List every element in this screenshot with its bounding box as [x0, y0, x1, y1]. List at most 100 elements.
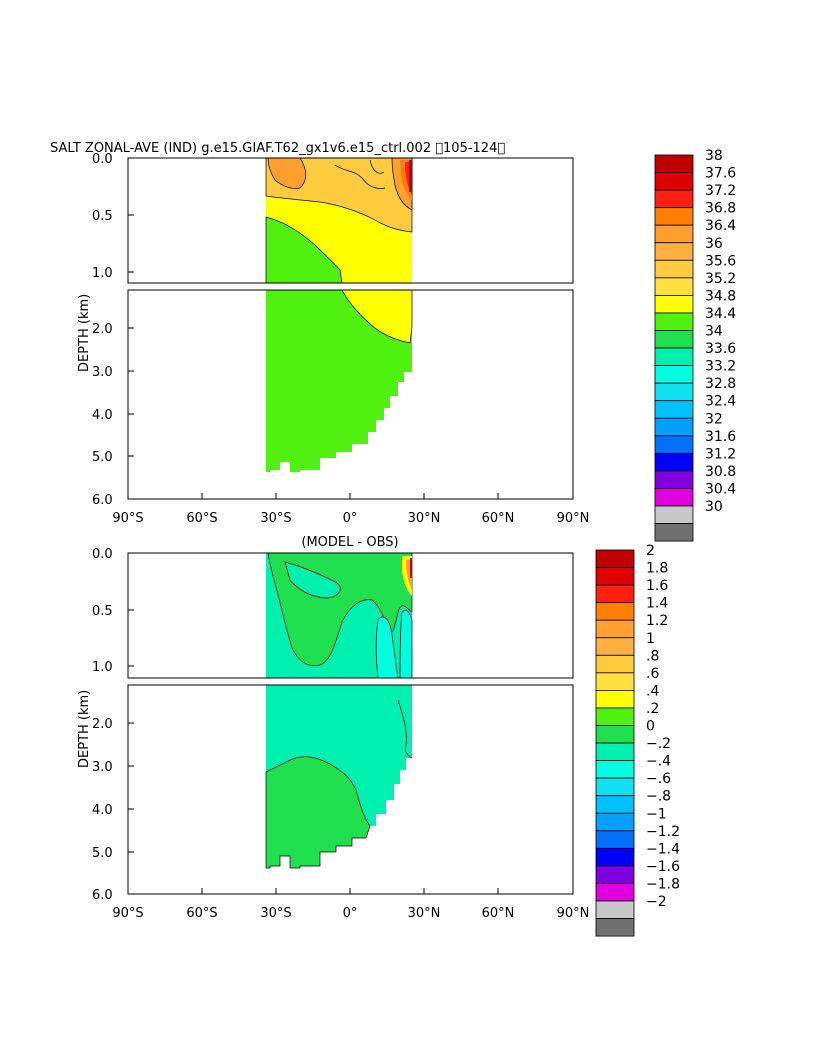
colorbar-label: 35.2: [705, 271, 736, 287]
region-green-lower: [266, 290, 412, 472]
colorbar-swatch: [595, 900, 635, 919]
x-tick-label: 0°: [343, 906, 358, 921]
y-axis-label: DEPTH (km): [77, 294, 92, 372]
x-tick-label: 30°S: [260, 511, 291, 526]
lower-section-fill: [265, 685, 413, 869]
colorbar-swatch: [654, 435, 694, 454]
chart-subtitle: (MODEL - OBS): [301, 535, 398, 550]
y-tick-label: 3.0: [92, 365, 113, 380]
colorbar-swatch: [654, 172, 694, 191]
colorbar-salt: 3837.637.236.836.43635.635.234.834.43433…: [654, 148, 736, 542]
x-tick-label: 90°S: [112, 511, 143, 526]
colorbar-swatch: [654, 400, 694, 419]
colorbar-swatch: [654, 259, 694, 279]
x-tick-label: 30°N: [408, 511, 441, 526]
y-tick-label: 0.0: [92, 152, 113, 167]
y-tick-label: 1.0: [92, 660, 113, 675]
region-bright-cyan-east: [399, 610, 413, 678]
colorbar-label: 36: [705, 236, 723, 252]
region-yellow-lower: [341, 290, 413, 344]
colorbar-swatch: [595, 654, 635, 674]
colorbar-swatch: [654, 312, 694, 331]
colorbar-swatch: [595, 777, 635, 797]
y-tick-label: 4.0: [92, 408, 113, 423]
upper-section-frame: [127, 157, 574, 284]
colorbar-swatch: [595, 742, 635, 761]
region-orange-west: [267, 158, 307, 189]
colorbar-label: 32: [705, 411, 723, 427]
y-axis-label: DEPTH (km): [77, 690, 92, 768]
y-tick-label: 1.0: [92, 266, 113, 281]
y-tick-label: 2.0: [92, 322, 113, 337]
colorbar-swatch: [595, 619, 635, 639]
region-green-deep: [265, 756, 371, 869]
colorbar-label: 34: [705, 324, 723, 340]
region-bright-cyan: [375, 616, 399, 678]
colorbar-label: 37.2: [705, 183, 736, 199]
colorbar-label: 32.4: [705, 394, 736, 410]
colorbar-label: 34.4: [705, 306, 736, 322]
y-axis: DEPTH (km) 0.0 0.5 1.0 2.0 3.0 4.0 5.0 6…: [77, 152, 134, 508]
colorbar-swatch: [654, 207, 694, 226]
colorbar-swatch: [595, 672, 635, 691]
region-darkred-east: [409, 160, 412, 192]
colorbar-swatch: [654, 488, 694, 507]
colorbar-swatch: [595, 883, 635, 902]
colorbar-label: −1.2: [646, 824, 680, 840]
x-tick-label: 0°: [343, 511, 358, 526]
colorbar-swatch: [595, 637, 635, 656]
colorbar-swatch: [595, 690, 635, 709]
upper-section-frame: [127, 552, 574, 679]
colorbar-swatch: [654, 470, 694, 489]
colorbar-swatch: [654, 294, 694, 314]
colorbar-label: 38: [705, 148, 723, 164]
colorbar-swatch: [654, 330, 694, 349]
colorbar-swatch: [595, 549, 635, 568]
colorbar-swatch: [595, 584, 635, 604]
colorbar-swatch: [595, 865, 635, 884]
colorbar-label: 1.4: [646, 596, 668, 612]
colorbar-label: 31.2: [705, 446, 736, 462]
colorbar-label: 36.4: [705, 218, 736, 234]
colorbar-label: 1.2: [646, 613, 668, 629]
region-green: [265, 216, 343, 283]
x-tick-label: 60°S: [186, 511, 217, 526]
colorbar-label: .6: [646, 666, 659, 682]
colorbar-swatch: [595, 602, 635, 621]
colorbar-swatch: [595, 795, 635, 814]
x-axis: 90°S 60°S 30°S 0° 30°N 60°N 90°N: [112, 493, 589, 526]
colorbar-label: 31.6: [705, 429, 736, 445]
colorbar-label: 1: [646, 631, 655, 647]
colorbar-swatch: [654, 365, 694, 384]
colorbar-swatch: [654, 452, 694, 472]
contour-lines: [334, 159, 386, 189]
colorbar-swatch: [595, 812, 635, 832]
x-tick-label: 30°S: [260, 906, 291, 921]
colorbar-label: −1: [646, 806, 667, 822]
colorbar-swatch: [654, 523, 694, 542]
colorbar-swatch: [595, 707, 635, 726]
region-cyan-pocket: [284, 561, 341, 599]
colorbar-label: −1.4: [646, 841, 680, 857]
colorbar-label: 33.6: [705, 341, 736, 357]
x-tick-label: 60°N: [482, 511, 515, 526]
colorbar-swatch: [654, 189, 694, 209]
upper-section-fill: [266, 553, 413, 678]
colorbar-swatch: [654, 505, 694, 524]
colorbar-swatch: [595, 918, 635, 937]
y-tick-label: 4.0: [92, 803, 113, 818]
colorbar-label: −1.8: [646, 876, 680, 892]
region-red-east: [410, 558, 412, 578]
colorbar-label: 0: [646, 719, 655, 735]
y-tick-label: 5.0: [92, 450, 113, 465]
colorbar-label: 1.8: [646, 561, 668, 577]
colorbar-difference: 21.81.61.41.21.8.6.4.20−.2−.4−.6−.8−1−1.…: [595, 543, 680, 937]
colorbar-label: .2: [646, 701, 659, 717]
colorbar-label: .4: [646, 683, 659, 699]
colorbar-swatch: [654, 154, 694, 173]
colorbar-label: 1.6: [646, 578, 668, 594]
colorbar-label: 33.2: [705, 359, 736, 375]
contour-lines: [397, 699, 413, 759]
colorbar-label: 37.6: [705, 166, 736, 182]
